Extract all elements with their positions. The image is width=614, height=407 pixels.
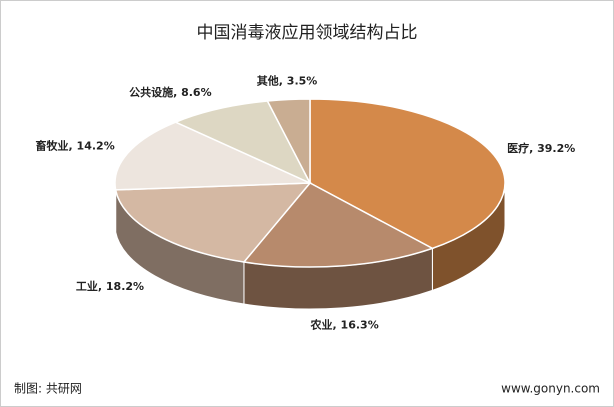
slice bbox=[242, 182, 435, 268]
source: 制图: 共研网 bbox=[14, 382, 82, 396]
slice bbox=[309, 98, 506, 250]
data-label: 其他, 3.5% bbox=[257, 74, 318, 88]
slice bbox=[266, 98, 311, 184]
data-label: 畜牧业, 14.2% bbox=[36, 139, 115, 153]
slice bbox=[114, 182, 312, 263]
pie: 医疗, 39.2% 农业, 16.3% 工业, 18.2% 畜牧业, 14.2% 公共设… bbox=[36, 74, 576, 332]
slice bbox=[173, 100, 312, 185]
data-label: 公共设施, 8.6% bbox=[129, 85, 212, 99]
chart-title: 中国消毒液应用领域结构占比 bbox=[197, 23, 418, 43]
data-label: 农业, 16.3% bbox=[310, 318, 379, 332]
data-label: 工业, 18.2% bbox=[76, 279, 144, 293]
data-label: 医疗, 39.2% bbox=[507, 141, 575, 155]
website: www.gonyn.com bbox=[501, 382, 600, 396]
slice bbox=[114, 121, 311, 191]
